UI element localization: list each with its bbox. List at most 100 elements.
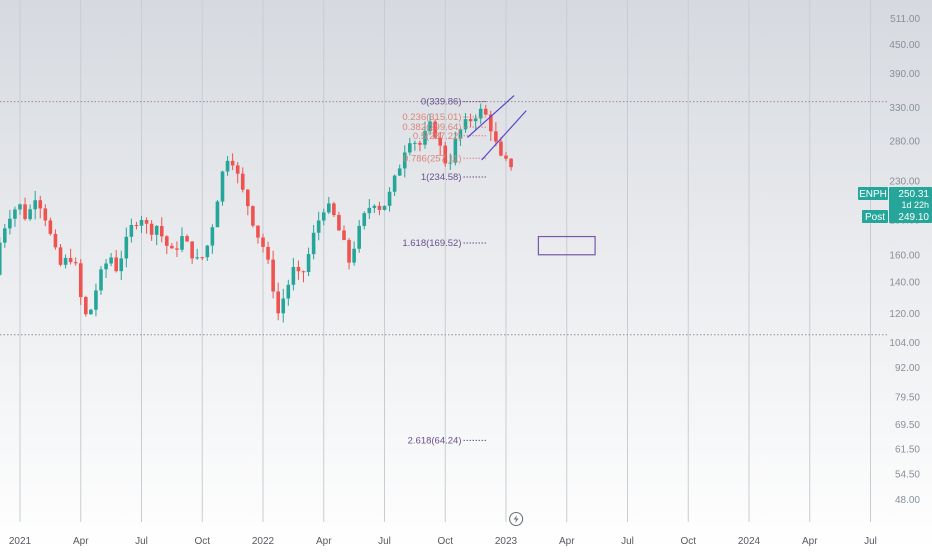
- candle-body: [418, 142, 422, 145]
- fib-level-label: 0(339.86): [421, 97, 462, 108]
- candle-body: [311, 232, 316, 255]
- candle-body: [18, 204, 22, 210]
- x-tick-label: 2024: [738, 536, 761, 547]
- countdown-label: 1d 22h: [901, 200, 929, 210]
- y-tick-label: 330.00: [889, 103, 920, 114]
- candle-body: [190, 241, 194, 259]
- candle-body: [185, 236, 189, 242]
- x-tick-label: 2023: [495, 536, 518, 547]
- candle-body: [129, 225, 134, 237]
- candle-body: [438, 137, 442, 146]
- candle-body: [84, 297, 88, 315]
- lightning-glyph: [513, 515, 519, 523]
- candle-body: [413, 142, 417, 144]
- candle-body: [63, 257, 68, 265]
- candle-body: [281, 298, 286, 314]
- candle-body: [296, 266, 301, 272]
- fib-level-label: 0.786(257.11): [403, 153, 461, 164]
- candle-body: [408, 143, 412, 153]
- candle-body: [483, 108, 488, 115]
- x-tick-label: 2022: [252, 536, 275, 547]
- candle-body: [195, 257, 199, 259]
- last-price-badge: [889, 187, 932, 211]
- fib-level-label: 2.618(64.24): [408, 435, 462, 446]
- post-price-value: 249.10: [898, 212, 929, 223]
- candle-body: [342, 230, 346, 240]
- y-tick-label: 104.00: [889, 338, 920, 349]
- x-tick-label: Oct: [194, 536, 210, 547]
- candle-body: [332, 203, 336, 216]
- candle-body: [443, 145, 448, 164]
- candle-body: [357, 225, 361, 249]
- candle-body: [13, 209, 17, 219]
- candle-body: [316, 220, 321, 233]
- candle-body: [352, 248, 356, 263]
- candle-body: [99, 269, 103, 291]
- post-price-badge: [889, 210, 932, 223]
- y-tick-label: 450.00: [889, 40, 920, 51]
- x-tick-label: Jul: [135, 536, 148, 547]
- candle-body: [458, 129, 463, 139]
- candle-body: [478, 108, 483, 119]
- candle-body: [58, 247, 63, 265]
- x-tick-label: 2021: [9, 536, 32, 547]
- x-tick-label: Jul: [378, 536, 391, 547]
- candle-body: [175, 248, 179, 250]
- candle-body: [8, 218, 12, 229]
- candle-body: [68, 257, 73, 263]
- x-tick-label: Jul: [621, 536, 634, 547]
- candle-body: [43, 208, 48, 221]
- candle-body: [159, 225, 164, 237]
- candle-body: [433, 121, 437, 138]
- x-tick-label: Jul: [864, 536, 877, 547]
- candle-body: [205, 245, 210, 258]
- candle-body: [114, 257, 118, 272]
- candle-body: [402, 152, 407, 169]
- candle-body: [372, 205, 377, 208]
- candle-body: [494, 131, 498, 142]
- y-tick-label: 390.00: [889, 69, 920, 80]
- candle-body: [235, 165, 240, 174]
- fib-extension: 0(339.86) 0.236(315.01)0.382(299.64)0.5(2…: [402, 97, 488, 446]
- candle-body: [240, 173, 245, 190]
- candle-body: [463, 119, 468, 130]
- candle-body: [276, 291, 280, 314]
- x-tick-label: Oct: [437, 536, 453, 547]
- candle-body: [504, 155, 508, 159]
- candle-body: [266, 246, 270, 260]
- candle-body: [170, 245, 174, 249]
- x-tick-label: Apr: [802, 536, 818, 547]
- channel-line: [481, 110, 527, 161]
- candle-body: [251, 206, 255, 226]
- x-tick-label: Apr: [73, 536, 89, 547]
- y-tick-label: 160.00: [889, 250, 920, 261]
- candle-body: [119, 258, 124, 272]
- candle-body: [0, 242, 2, 275]
- y-tick-label: 61.50: [895, 445, 920, 456]
- candle-body: [144, 220, 149, 224]
- y-tick-label: 120.00: [889, 309, 920, 320]
- candle-body: [215, 201, 220, 228]
- candle-body: [392, 175, 397, 192]
- fib-level-label: 0.236(315.01): [402, 112, 461, 123]
- lightning-icon: [509, 511, 524, 527]
- candle-body: [453, 138, 458, 163]
- candle-body: [3, 228, 7, 243]
- candle-body: [33, 200, 37, 210]
- symbol-badge-label: ENPH: [859, 189, 887, 200]
- candle-body: [89, 309, 93, 315]
- candle-body: [154, 225, 159, 235]
- x-tick-label: Oct: [680, 536, 696, 547]
- candle-body: [246, 189, 250, 207]
- y-tick-label: 54.50: [895, 469, 920, 480]
- candle-body: [367, 207, 372, 214]
- grid: [19, 0, 871, 522]
- candle-body: [468, 119, 473, 122]
- y-tick-label: 92.00: [895, 363, 920, 374]
- candle-body: [261, 237, 265, 247]
- channel-line: [467, 95, 515, 138]
- candle-body: [382, 205, 387, 210]
- candles: [0, 103, 513, 323]
